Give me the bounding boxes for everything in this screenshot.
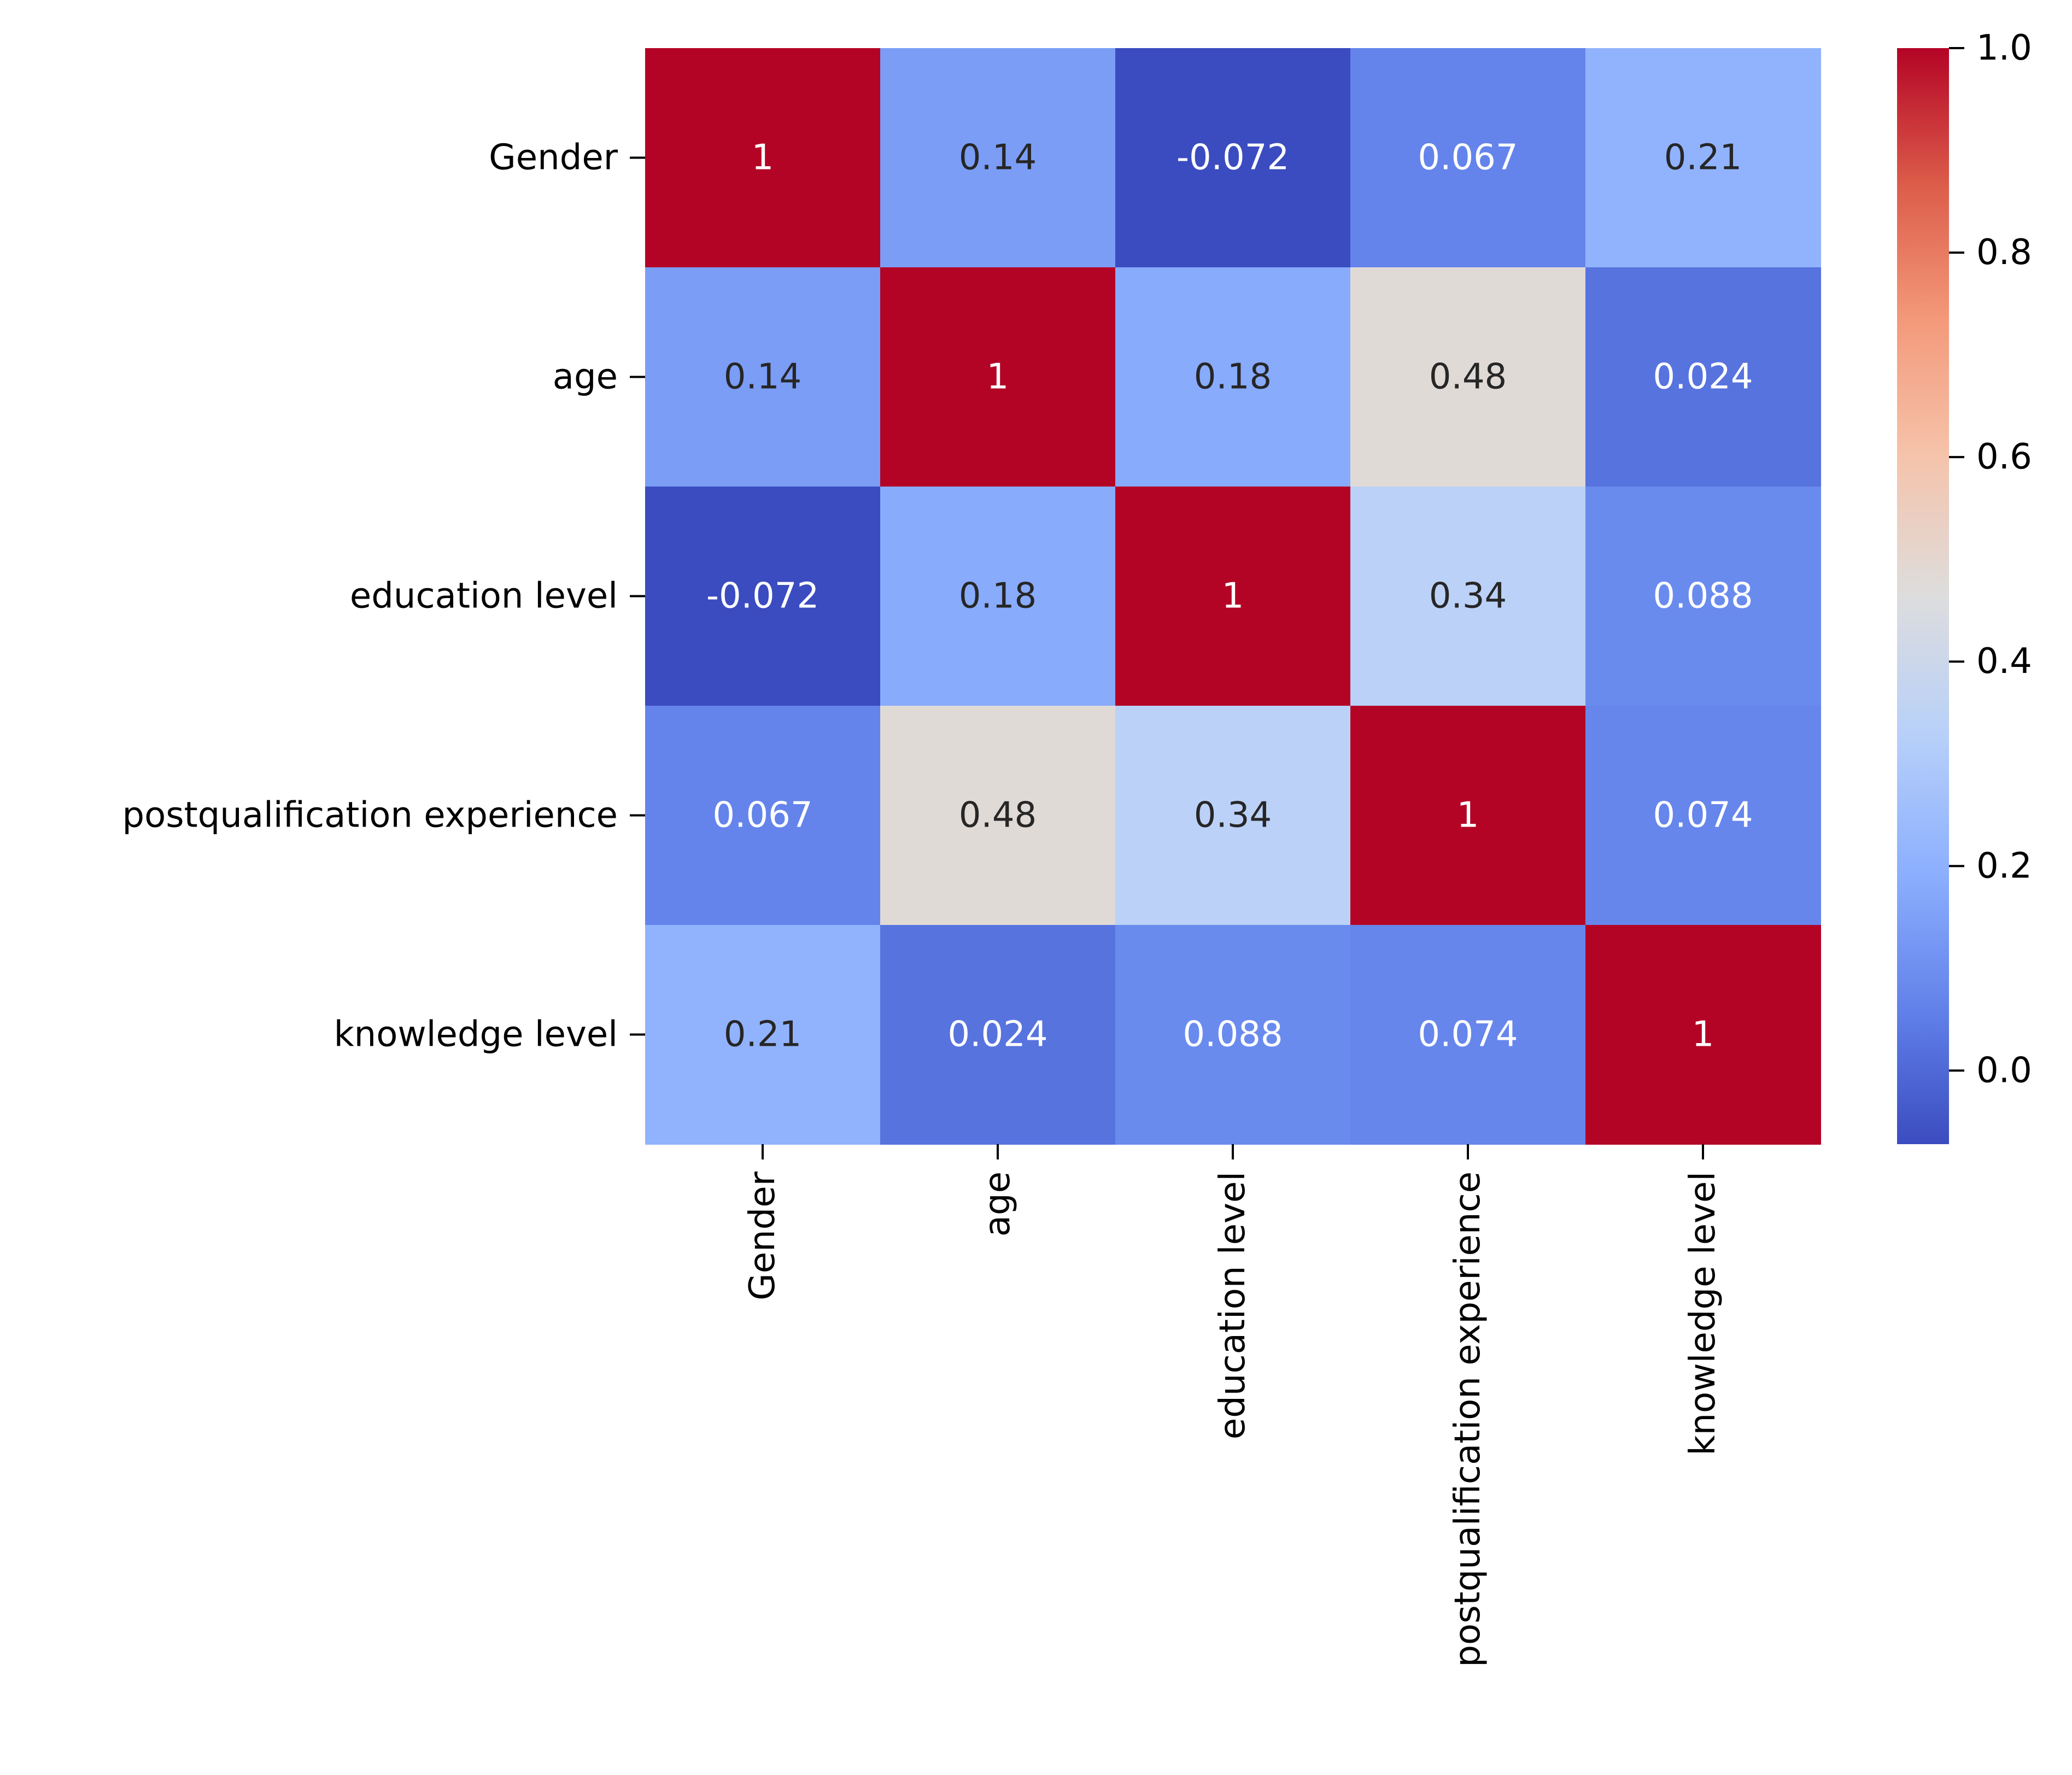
cell-value-label: 0.067 xyxy=(712,795,812,836)
colorbar-tick-label: 0.4 xyxy=(1976,641,2032,682)
cell-value-label: 0.074 xyxy=(1653,795,1753,836)
cell-value-label: 1 xyxy=(1457,795,1479,836)
cell-value-label: 1 xyxy=(1692,1015,1714,1055)
heatmap-cell-r2-c1 xyxy=(880,487,1116,706)
cell-value-label: -0.072 xyxy=(1177,138,1289,178)
heatmap-cell-r2-c0 xyxy=(645,487,881,706)
cell-value-label: 0.14 xyxy=(724,357,802,397)
cell-value-label: 0.074 xyxy=(1418,1015,1518,1055)
heatmap-cell-r3-c1 xyxy=(880,706,1116,925)
heatmap-cell-r1-c3 xyxy=(1350,267,1586,487)
colorbar-gradient xyxy=(1897,48,1949,1144)
y-tick-label: postqualification experience xyxy=(122,795,618,836)
heatmap-cell-r1-c0 xyxy=(645,267,881,487)
cell-value-label: 0.067 xyxy=(1418,138,1518,178)
heatmap-cell-r4-c3 xyxy=(1350,925,1586,1145)
heatmap-cell-r4-c0 xyxy=(645,925,881,1145)
heatmap-cell-r4-c4 xyxy=(1585,925,1821,1145)
heatmap-cell-r2-c2 xyxy=(1115,487,1351,706)
cell-value-label: 0.48 xyxy=(1429,357,1507,397)
x-tick-label: postqualification experience xyxy=(1448,1171,1488,1667)
x-tick-label: age xyxy=(978,1171,1018,1237)
colorbar-tick-label: 0.8 xyxy=(1976,232,2032,273)
y-tick-label: education level xyxy=(350,576,618,617)
heatmap-cell-r4-c1 xyxy=(880,925,1116,1145)
heatmap-cell-r0-c0 xyxy=(645,48,881,268)
cell-value-label: 0.48 xyxy=(959,795,1037,836)
cell-value-label: -0.072 xyxy=(706,576,819,617)
heatmap-cell-r2-c4 xyxy=(1585,487,1821,706)
heatmap-cell-r4-c2 xyxy=(1115,925,1351,1145)
x-tick-label: knowledge level xyxy=(1683,1171,1723,1455)
colorbar: 0.0 0.2 0.4 0.6 0.8 1.0 xyxy=(1897,28,2032,1144)
cell-value-label: 0.088 xyxy=(1183,1015,1283,1055)
heatmap-cell-r1-c1 xyxy=(880,267,1116,487)
heatmap-cell-r0-c4 xyxy=(1585,48,1821,268)
colorbar-tick-label: 0.2 xyxy=(1976,846,2032,886)
cell-value-label: 0.088 xyxy=(1653,576,1753,617)
y-tick-label: Gender xyxy=(489,138,618,178)
heatmap-cell-r3-c4 xyxy=(1585,706,1821,925)
heatmap-cell-r1-c2 xyxy=(1115,267,1351,487)
x-tick-label: education level xyxy=(1213,1171,1253,1439)
heatmap-cell-r3-c2 xyxy=(1115,706,1351,925)
y-tick-label: knowledge level xyxy=(334,1015,618,1055)
colorbar-tick-label: 1.0 xyxy=(1976,28,2032,68)
cell-value-label: 1 xyxy=(752,138,774,178)
cell-value-label: 1 xyxy=(1222,576,1244,617)
cell-value-label: 0.14 xyxy=(959,138,1037,178)
colorbar-tick-label: 0.6 xyxy=(1976,437,2032,477)
y-axis: Gender age education level postqualificatio… xyxy=(122,138,645,1055)
x-axis: Gender age education level postqualificatio… xyxy=(742,1144,1723,1667)
y-tick-label: age xyxy=(553,357,618,397)
cell-value-label: 1 xyxy=(987,357,1009,397)
x-tick-label: Gender xyxy=(742,1171,783,1301)
cell-value-label: 0.024 xyxy=(947,1015,1047,1055)
cell-value-label: 0.18 xyxy=(959,576,1037,617)
heatmap-cell-r1-c4 xyxy=(1585,267,1821,487)
cell-value-label: 0.34 xyxy=(1194,795,1272,836)
cell-value-label: 0.34 xyxy=(1429,576,1507,617)
heatmap-cells xyxy=(645,48,1821,1145)
heatmap-cell-r3-c0 xyxy=(645,706,881,925)
heatmap-cell-r0-c1 xyxy=(880,48,1116,268)
cell-value-label: 0.21 xyxy=(724,1015,802,1055)
heatmap-cell-r2-c3 xyxy=(1350,487,1586,706)
colorbar-tick-label: 0.0 xyxy=(1976,1050,2032,1091)
heatmap-cell-r0-c2 xyxy=(1115,48,1351,268)
heatmap-cell-r0-c3 xyxy=(1350,48,1586,268)
cell-annotations: 1 0.14 -0.072 0.067 0.21 0.14 1 0.18 0.48 0.024 -0… xyxy=(706,138,1753,1055)
cell-value-label: 0.18 xyxy=(1194,357,1272,397)
cell-value-label: 0.024 xyxy=(1653,357,1753,397)
cell-value-label: 0.21 xyxy=(1664,138,1742,178)
heatmap-cell-r3-c3 xyxy=(1350,706,1586,925)
